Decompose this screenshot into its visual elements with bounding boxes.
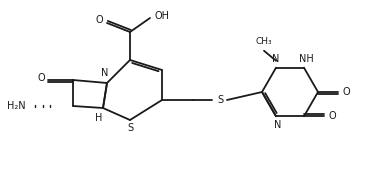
Text: O: O [328, 111, 336, 121]
Text: O: O [37, 73, 45, 83]
Text: N: N [274, 120, 282, 130]
Text: S: S [217, 95, 223, 105]
Text: N: N [101, 68, 109, 78]
Text: O: O [95, 15, 103, 25]
Text: NH: NH [299, 54, 313, 64]
Text: CH₃: CH₃ [256, 37, 272, 46]
Text: H: H [95, 113, 103, 123]
Text: O: O [342, 87, 350, 97]
Text: OH: OH [155, 11, 170, 21]
Text: S: S [127, 123, 133, 133]
Text: H₂N: H₂N [8, 101, 26, 111]
Text: N: N [272, 54, 280, 64]
